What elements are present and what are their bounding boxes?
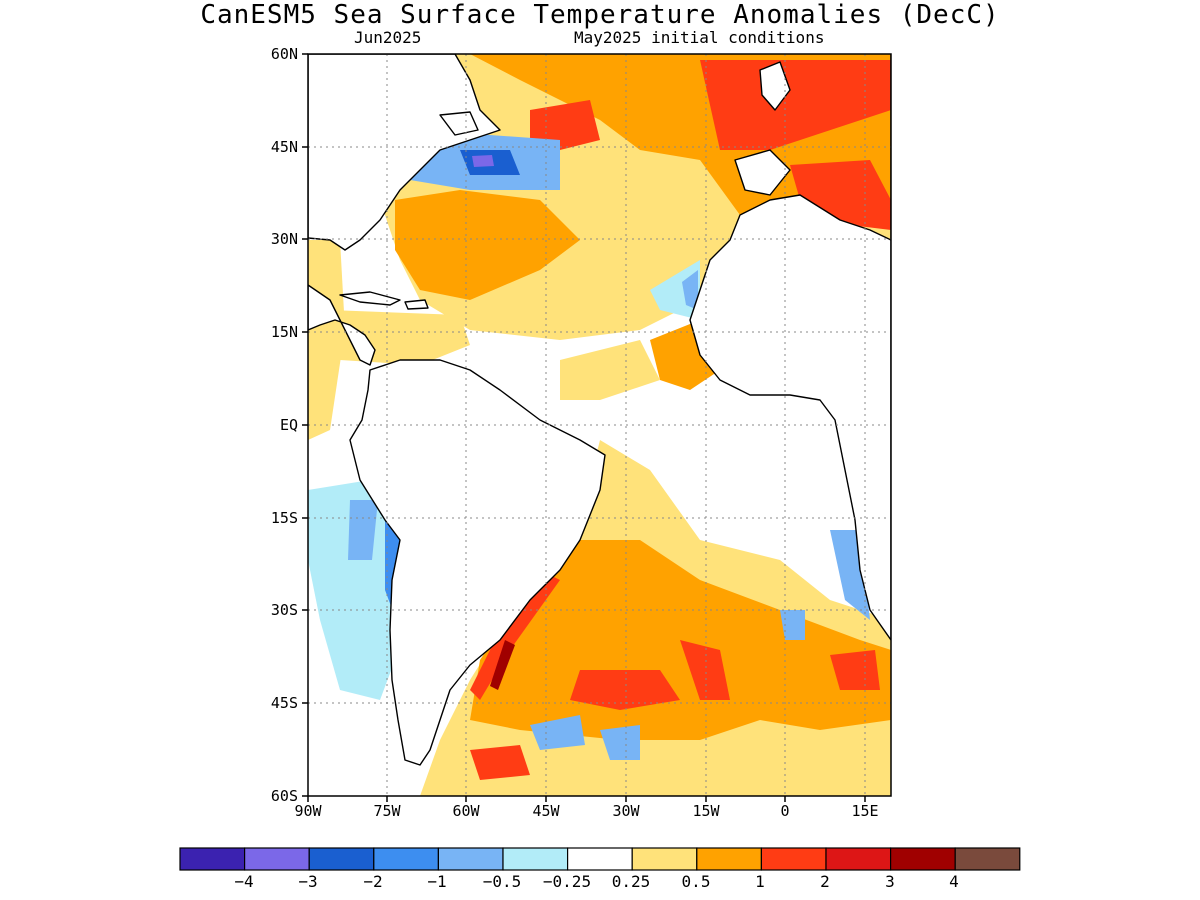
colorbar-label-3: 3 <box>885 872 895 891</box>
africa-europe <box>689 54 891 641</box>
very-hot-region-brazil-current <box>490 640 515 690</box>
newfoundland <box>439 111 479 136</box>
colorbar-swatch-7 <box>631 847 698 871</box>
hot-region-mediterranean <box>790 160 891 230</box>
hispaniola <box>404 299 429 310</box>
axis-ticks <box>302 53 866 802</box>
lon-label-75w: 75W <box>373 802 401 820</box>
colorbar-swatch-12 <box>954 847 1021 871</box>
coastlines <box>308 54 891 766</box>
colorbar-label-0-5: 0.5 <box>681 872 711 891</box>
hot-region-south-central <box>570 670 680 710</box>
north-america <box>308 54 501 251</box>
colorbar-label-1: 1 <box>755 872 765 891</box>
colorbar-swatch-0 <box>179 847 246 871</box>
lat-label-30s: 30S <box>270 601 298 619</box>
anomaly-field <box>308 54 891 796</box>
cool-region-south-mid <box>780 610 805 640</box>
colorbar-label-2: 2 <box>820 872 830 891</box>
lat-label-eq: EQ <box>279 416 298 434</box>
colorbar-swatch-10 <box>825 847 892 871</box>
chart-title: CanESM5 Sea Surface Temperature Anomalie… <box>200 0 1000 30</box>
cool-region-south-atlantic-1 <box>530 715 585 750</box>
lat-label-60s: 60S <box>270 787 298 805</box>
colorbar-swatch-11 <box>889 847 956 871</box>
lat-label-15s: 15S <box>270 509 298 527</box>
central-america <box>308 284 376 366</box>
cool-region-canary-core <box>682 270 698 310</box>
british-isles <box>759 61 791 111</box>
lon-label-90w: 90W <box>294 802 322 820</box>
warm-region-gulf-stream <box>395 190 580 300</box>
colorbar-swatch-1 <box>244 847 310 871</box>
colorbar <box>179 847 1021 871</box>
lat-label-45n: 45N <box>270 138 298 156</box>
lat-label-45s: 45S <box>270 694 298 712</box>
lat-label-60n: 60N <box>270 45 298 63</box>
colorbar-swatch-3 <box>373 847 439 871</box>
colorbar-swatch-6 <box>566 847 633 871</box>
colorbar-swatch-4 <box>437 847 504 871</box>
lon-label-60w: 60W <box>452 802 480 820</box>
cool-region-pacific-southeast <box>308 480 410 700</box>
lon-label-15e: 15E <box>851 802 879 820</box>
lon-label-45w: 45W <box>532 802 560 820</box>
warm-region-equatorial-band <box>560 340 660 400</box>
colorbar-swatch-9 <box>760 847 827 871</box>
colorbar-label-0-25: 0.25 <box>611 872 651 891</box>
hot-region-south-east <box>680 640 730 700</box>
lat-label-30n: 30N <box>270 230 298 248</box>
graticule <box>308 54 891 796</box>
colorbar-label-neg4: −4 <box>234 872 254 891</box>
hot-region-southwest <box>470 745 530 780</box>
cuba <box>339 291 401 306</box>
iberia-coast <box>734 149 791 196</box>
south-america <box>349 359 606 766</box>
colorbar-label-neg1: −1 <box>427 872 447 891</box>
colorbar-label-4: 4 <box>949 872 959 891</box>
colorbar-swatch-8 <box>696 847 762 871</box>
hot-region-brazil-current <box>470 570 560 700</box>
lon-label-15w: 15W <box>692 802 720 820</box>
hot-region-benguela-south <box>830 650 880 690</box>
hot-region-northeast-atlantic <box>700 60 891 150</box>
colorbar-swatch-2 <box>308 847 375 871</box>
colorbar-label-neg3: −3 <box>298 872 318 891</box>
forecast-month: Jun2025 <box>354 28 422 47</box>
colorbar-label-neg0-5: −0.5 <box>482 872 522 891</box>
warm-region-east-pacific <box>308 240 345 440</box>
colorbar-swatch-5 <box>502 847 569 871</box>
cold-spot-newfoundland <box>472 155 494 167</box>
lon-label-0: 0 <box>780 802 790 820</box>
cool-region-south-atlantic-2 <box>600 725 640 760</box>
lat-label-15n: 15N <box>270 323 298 341</box>
colorbar-label-neg0-25: −0.25 <box>542 872 592 891</box>
lon-label-30w: 30W <box>612 802 640 820</box>
hot-region-labrador <box>530 100 600 150</box>
cool-region-peru-nearshore <box>348 500 378 560</box>
initial-conditions-label: May2025 initial conditions <box>574 28 825 47</box>
colorbar-label-neg2: −2 <box>363 872 383 891</box>
